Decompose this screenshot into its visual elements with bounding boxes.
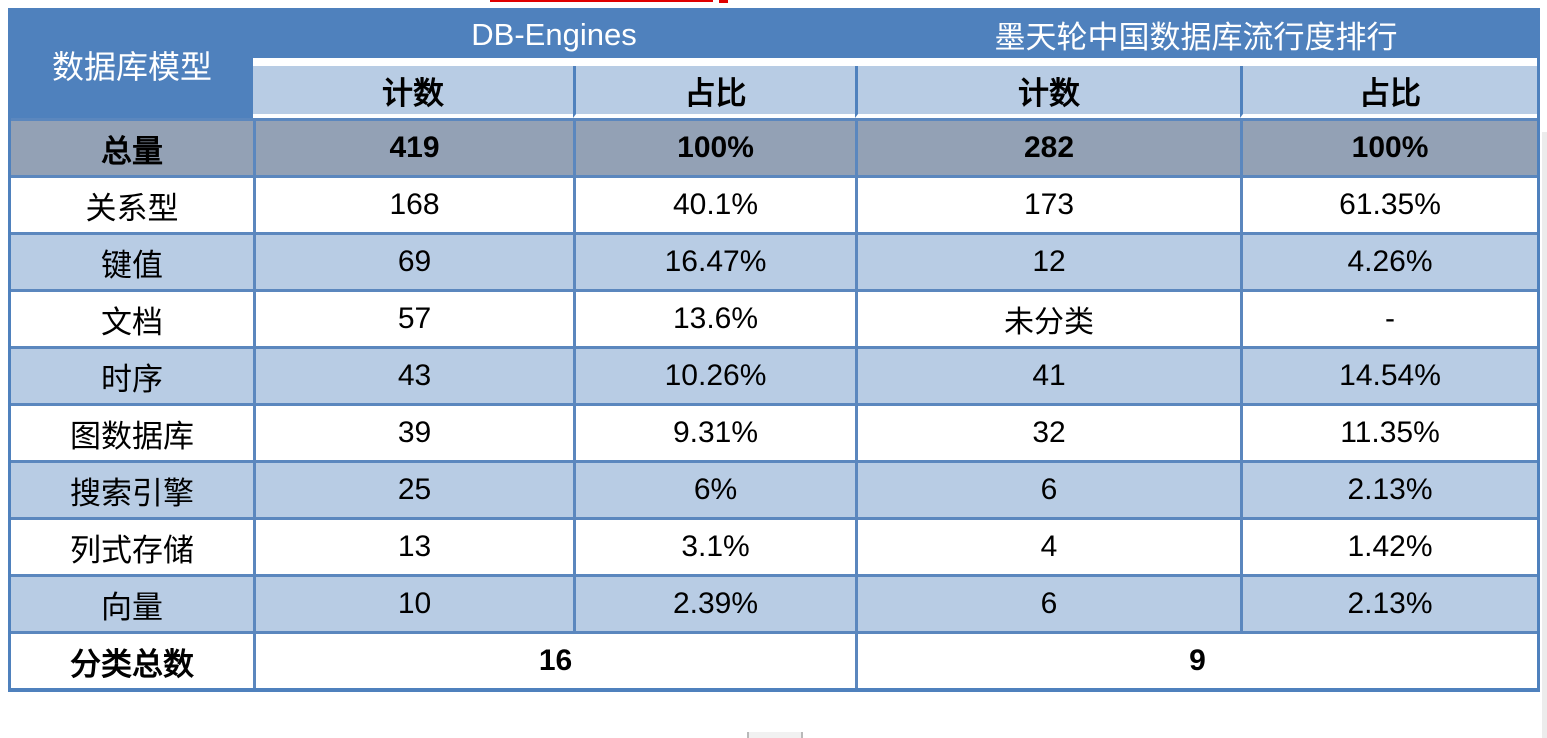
cell-value: 100% xyxy=(573,118,856,175)
group-header-modb-ranking: 墨天轮中国数据库流行度排行 xyxy=(855,11,1538,66)
col-header-modb-count: 计数 xyxy=(855,66,1241,118)
cropped-right-edge-artifact xyxy=(1542,132,1547,738)
cell-value: 10 xyxy=(253,574,573,631)
cell-value: 40.1% xyxy=(573,175,856,232)
cell-value: 57 xyxy=(253,289,573,346)
col-header-db-count: 计数 xyxy=(253,66,573,118)
cell-value: 13.6% xyxy=(573,289,856,346)
cell-db-engines-category-total: 16 xyxy=(253,631,856,688)
table-row-vector: 向量 10 2.39% 6 2.13% xyxy=(11,574,1538,631)
cropped-red-tick-artifact xyxy=(719,0,728,3)
cell-value: 1.42% xyxy=(1240,517,1538,574)
col-header-modb-share: 占比 xyxy=(1240,66,1538,118)
sub-header-row: 计数 占比 计数 占比 xyxy=(11,66,1538,118)
cell-value: - xyxy=(1240,289,1538,346)
cropped-red-underline-artifact xyxy=(490,0,713,2)
cell-value: 10.26% xyxy=(573,346,856,403)
row-label: 搜索引擎 xyxy=(11,460,253,517)
cell-value: 173 xyxy=(855,175,1241,232)
col-header-db-share: 占比 xyxy=(573,66,856,118)
cell-value: 43 xyxy=(253,346,573,403)
table-row-graph: 图数据库 39 9.31% 32 11.35% xyxy=(11,403,1538,460)
row-label: 图数据库 xyxy=(11,403,253,460)
table-row-columnar: 列式存储 13 3.1% 4 1.42% xyxy=(11,517,1538,574)
cell-value: 4 xyxy=(855,517,1241,574)
cell-value: 39 xyxy=(253,403,573,460)
cell-value: 9.31% xyxy=(573,403,856,460)
cell-value: 41 xyxy=(855,346,1241,403)
cell-value: 12 xyxy=(855,232,1241,289)
cell-value: 13 xyxy=(253,517,573,574)
cell-value: 282 xyxy=(855,118,1241,175)
row-label: 向量 xyxy=(11,574,253,631)
cell-value: 14.54% xyxy=(1240,346,1538,403)
cell-value: 4.26% xyxy=(1240,232,1538,289)
cell-value: 25 xyxy=(253,460,573,517)
group-header-db-engines: DB-Engines xyxy=(253,11,856,66)
row-label: 键值 xyxy=(11,232,253,289)
cell-value: 61.35% xyxy=(1240,175,1538,232)
cell-value: 100% xyxy=(1240,118,1538,175)
table-row-total: 总量 419 100% 282 100% xyxy=(11,118,1538,175)
cropped-bottom-scrollbar-artifact xyxy=(747,732,803,738)
row-label: 关系型 xyxy=(11,175,253,232)
table-row-category-totals: 分类总数 16 9 xyxy=(11,631,1538,688)
database-comparison-table-wrapper: 数据库模型 DB-Engines 墨天轮中国数据库流行度排行 计数 占比 计数 … xyxy=(8,8,1540,692)
row-label: 文档 xyxy=(11,289,253,346)
cell-value: 6 xyxy=(855,574,1241,631)
database-model-comparison-table: 数据库模型 DB-Engines 墨天轮中国数据库流行度排行 计数 占比 计数 … xyxy=(11,11,1538,688)
cell-value: 2.39% xyxy=(573,574,856,631)
cell-value: 16.47% xyxy=(573,232,856,289)
cell-value: 2.13% xyxy=(1240,460,1538,517)
row-label: 时序 xyxy=(11,346,253,403)
row-label: 总量 xyxy=(11,118,253,175)
cell-modb-category-total: 9 xyxy=(855,631,1538,688)
cell-value: 168 xyxy=(253,175,573,232)
cell-value: 6% xyxy=(573,460,856,517)
table-row-time-series: 时序 43 10.26% 41 14.54% xyxy=(11,346,1538,403)
cell-value: 未分类 xyxy=(855,289,1241,346)
cell-value: 69 xyxy=(253,232,573,289)
row-label: 列式存储 xyxy=(11,517,253,574)
group-header-row: 数据库模型 DB-Engines 墨天轮中国数据库流行度排行 xyxy=(11,11,1538,118)
cell-value: 3.1% xyxy=(573,517,856,574)
cell-value: 6 xyxy=(855,460,1241,517)
row-label: 分类总数 xyxy=(11,631,253,688)
cell-value: 11.35% xyxy=(1240,403,1538,460)
table-row-document: 文档 57 13.6% 未分类 - xyxy=(11,289,1538,346)
table-row-key-value: 键值 69 16.47% 12 4.26% xyxy=(11,232,1538,289)
cell-value: 419 xyxy=(253,118,573,175)
table-row-search-engine: 搜索引擎 25 6% 6 2.13% xyxy=(11,460,1538,517)
table-row-relational: 关系型 168 40.1% 173 61.35% xyxy=(11,175,1538,232)
corner-header-database-model: 数据库模型 xyxy=(11,11,253,118)
cell-value: 2.13% xyxy=(1240,574,1538,631)
cell-value: 32 xyxy=(855,403,1241,460)
